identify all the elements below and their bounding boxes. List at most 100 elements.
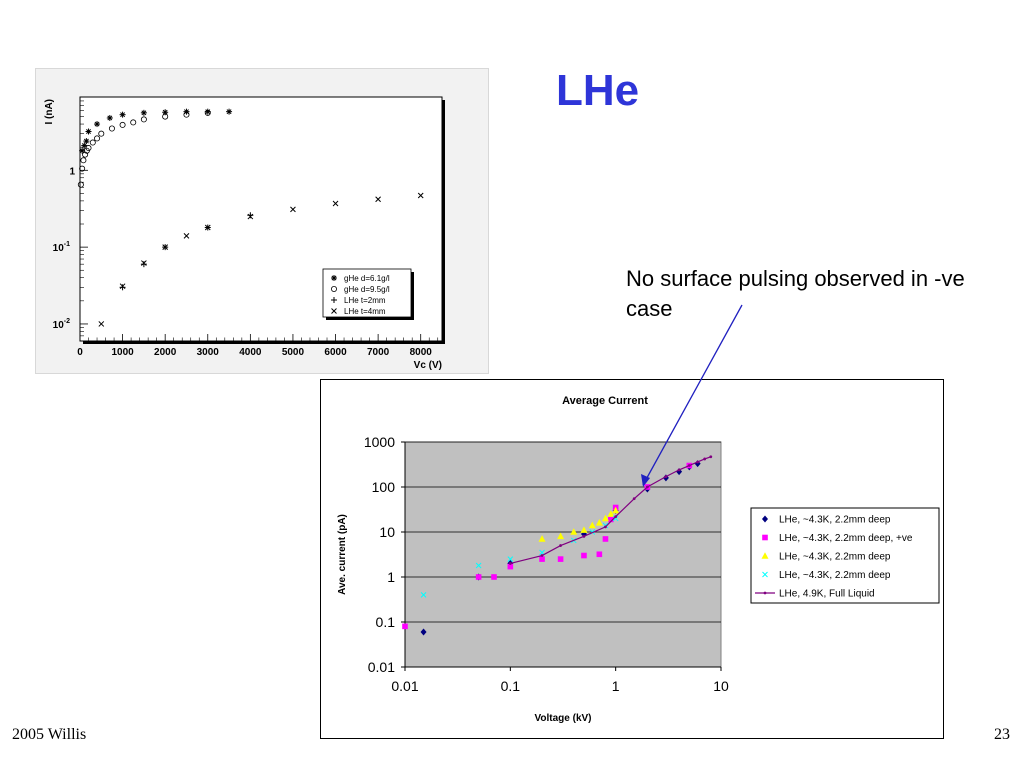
y-tick-label: 1000 bbox=[364, 434, 395, 450]
data-point bbox=[162, 113, 169, 120]
legend-marker bbox=[762, 534, 768, 541]
data-point bbox=[687, 464, 691, 467]
y-tick-label: 0.01 bbox=[368, 659, 395, 675]
data-point bbox=[507, 563, 514, 570]
x-tick-label: 1000 bbox=[111, 347, 134, 358]
data-point bbox=[119, 283, 126, 290]
legend-marker bbox=[762, 571, 768, 578]
data-point bbox=[183, 111, 190, 118]
root-chart-panel: 0 1000 2000 3000 4000 5000 6000 7000 8000 Vc (V) 1… bbox=[35, 68, 489, 374]
data-point bbox=[612, 506, 620, 514]
x-tick-label: 1 bbox=[612, 678, 620, 694]
data-point bbox=[557, 556, 564, 562]
data-point bbox=[696, 460, 700, 464]
data-point bbox=[141, 260, 147, 266]
data-point bbox=[108, 125, 115, 132]
data-point bbox=[475, 562, 482, 569]
data-point bbox=[559, 544, 562, 547]
data-point bbox=[119, 284, 126, 291]
y-tick-label: 10 bbox=[379, 524, 395, 540]
x-tick-label: 3000 bbox=[197, 347, 220, 358]
x-axis: 0.01 0.1 1 10 Voltage (kV) bbox=[391, 666, 729, 724]
x-tick-label: 0.01 bbox=[391, 678, 418, 694]
data-point bbox=[140, 109, 147, 116]
footer-page-number: 23 bbox=[994, 726, 1010, 743]
legend-label: LHe t=4mm bbox=[344, 307, 386, 316]
annotation-note: No surface pulsing observed in -ve case bbox=[626, 266, 965, 321]
series-5 bbox=[508, 455, 713, 565]
data-point bbox=[83, 138, 90, 145]
data-point bbox=[162, 244, 169, 250]
series-4 bbox=[98, 192, 424, 327]
legend: LHe, ~4.3K, 2.2mm deep LHe, ~4.3K, 2.2mm … bbox=[750, 507, 940, 604]
data-point bbox=[540, 554, 544, 557]
data-point bbox=[130, 119, 137, 126]
data-point bbox=[507, 556, 514, 562]
data-point bbox=[94, 121, 101, 128]
data-point bbox=[632, 497, 636, 501]
legend: gHe d=6.1g/l gHe d=9.5g/l LHe t=2mm LHe t=4… bbox=[322, 268, 414, 320]
data-point bbox=[417, 192, 424, 199]
legend-label: LHe, ~4.3K, 2.2mm deep, +ve bbox=[779, 533, 913, 544]
legend-marker bbox=[762, 515, 768, 523]
x-axis-label: Vc (V) bbox=[414, 360, 442, 371]
root-chart: 0 1000 2000 3000 4000 5000 6000 7000 8000 Vc (V) 1… bbox=[44, 96, 445, 371]
data-point bbox=[226, 108, 233, 115]
data-point bbox=[89, 139, 96, 146]
data-point bbox=[204, 224, 211, 231]
data-point bbox=[106, 114, 113, 121]
data-point bbox=[580, 526, 588, 533]
data-point bbox=[420, 628, 427, 636]
data-point bbox=[420, 592, 427, 598]
x-tick-label: 0 bbox=[77, 347, 83, 358]
data-point bbox=[703, 457, 707, 461]
y-tick-label: 100 bbox=[372, 479, 396, 495]
y-axis-label: I (nA) bbox=[44, 99, 55, 125]
y-axis: 0.01 0.1 1 10 100 1000 Ave. current (pA) bbox=[337, 434, 406, 675]
legend-box bbox=[322, 268, 412, 318]
data-point bbox=[332, 200, 339, 207]
legend-label: LHe, ~4.3K, 2.2mm deep bbox=[779, 570, 891, 581]
data-point bbox=[709, 455, 713, 459]
data-point bbox=[595, 519, 603, 526]
x-axis: 0 1000 2000 3000 4000 5000 6000 7000 8000 Vc (V) bbox=[77, 334, 442, 371]
data-point bbox=[85, 145, 92, 152]
data-point bbox=[557, 532, 565, 540]
y-tick-label: 1 bbox=[69, 166, 75, 177]
legend-marker bbox=[763, 591, 767, 595]
legend-marker bbox=[330, 285, 337, 292]
data-point bbox=[581, 552, 587, 559]
legend-marker bbox=[331, 308, 337, 314]
y-axis-label: Ave. current (pA) bbox=[337, 514, 348, 595]
data-point bbox=[140, 116, 147, 123]
data-point bbox=[402, 623, 408, 630]
x-axis-label: Voltage (kV) bbox=[534, 713, 591, 724]
data-point bbox=[183, 233, 190, 239]
plot-area bbox=[404, 441, 722, 668]
data-point bbox=[290, 206, 296, 213]
data-point bbox=[375, 196, 381, 203]
footer-author: 2005 Willis bbox=[12, 726, 87, 743]
legend-label: gHe d=6.1g/l bbox=[344, 274, 390, 283]
data-point bbox=[539, 556, 545, 562]
legend-marker bbox=[761, 552, 769, 559]
data-point bbox=[491, 574, 497, 580]
data-point bbox=[614, 515, 618, 518]
data-point bbox=[119, 111, 126, 118]
data-point bbox=[183, 108, 190, 115]
data-point bbox=[247, 213, 254, 220]
legend-label: LHe, 4.9K, Full Liquid bbox=[779, 589, 875, 600]
x-tick-label: 7000 bbox=[367, 347, 390, 358]
x-tick-label: 4000 bbox=[239, 347, 262, 358]
data-point bbox=[694, 460, 701, 468]
data-point bbox=[508, 562, 512, 565]
data-point bbox=[607, 510, 615, 517]
data-point bbox=[82, 151, 89, 158]
data-point bbox=[664, 475, 668, 479]
data-point bbox=[602, 536, 609, 542]
data-point bbox=[588, 521, 596, 529]
data-point bbox=[608, 516, 614, 523]
x-tick-label: 10 bbox=[713, 678, 729, 694]
data-point bbox=[80, 157, 87, 164]
data-point bbox=[81, 142, 88, 149]
